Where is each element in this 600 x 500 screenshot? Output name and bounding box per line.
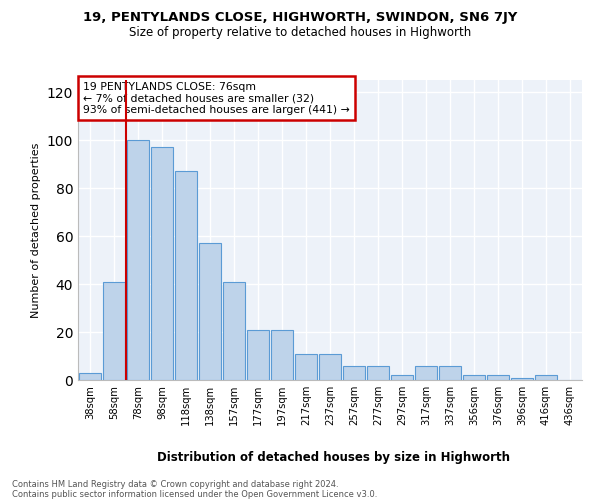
Bar	[319, 354, 341, 380]
Text: Size of property relative to detached houses in Highworth: Size of property relative to detached ho…	[129, 26, 471, 39]
Text: Contains HM Land Registry data © Crown copyright and database right 2024.
Contai: Contains HM Land Registry data © Crown c…	[12, 480, 377, 499]
Bar	[223, 282, 245, 380]
Y-axis label: Number of detached properties: Number of detached properties	[31, 142, 41, 318]
Bar	[151, 147, 173, 380]
Bar	[247, 330, 269, 380]
Bar	[199, 243, 221, 380]
Bar	[175, 171, 197, 380]
Text: Distribution of detached houses by size in Highworth: Distribution of detached houses by size …	[157, 451, 509, 464]
Bar	[271, 330, 293, 380]
Bar	[367, 366, 389, 380]
Bar	[415, 366, 437, 380]
Bar	[487, 375, 509, 380]
Bar	[295, 354, 317, 380]
Bar	[535, 375, 557, 380]
Text: 19, PENTYLANDS CLOSE, HIGHWORTH, SWINDON, SN6 7JY: 19, PENTYLANDS CLOSE, HIGHWORTH, SWINDON…	[83, 11, 517, 24]
Bar	[79, 373, 101, 380]
Bar	[439, 366, 461, 380]
Bar	[127, 140, 149, 380]
Bar	[463, 375, 485, 380]
Bar	[391, 375, 413, 380]
Bar	[511, 378, 533, 380]
Bar	[103, 282, 125, 380]
Bar	[343, 366, 365, 380]
Text: 19 PENTYLANDS CLOSE: 76sqm
← 7% of detached houses are smaller (32)
93% of semi-: 19 PENTYLANDS CLOSE: 76sqm ← 7% of detac…	[83, 82, 350, 114]
